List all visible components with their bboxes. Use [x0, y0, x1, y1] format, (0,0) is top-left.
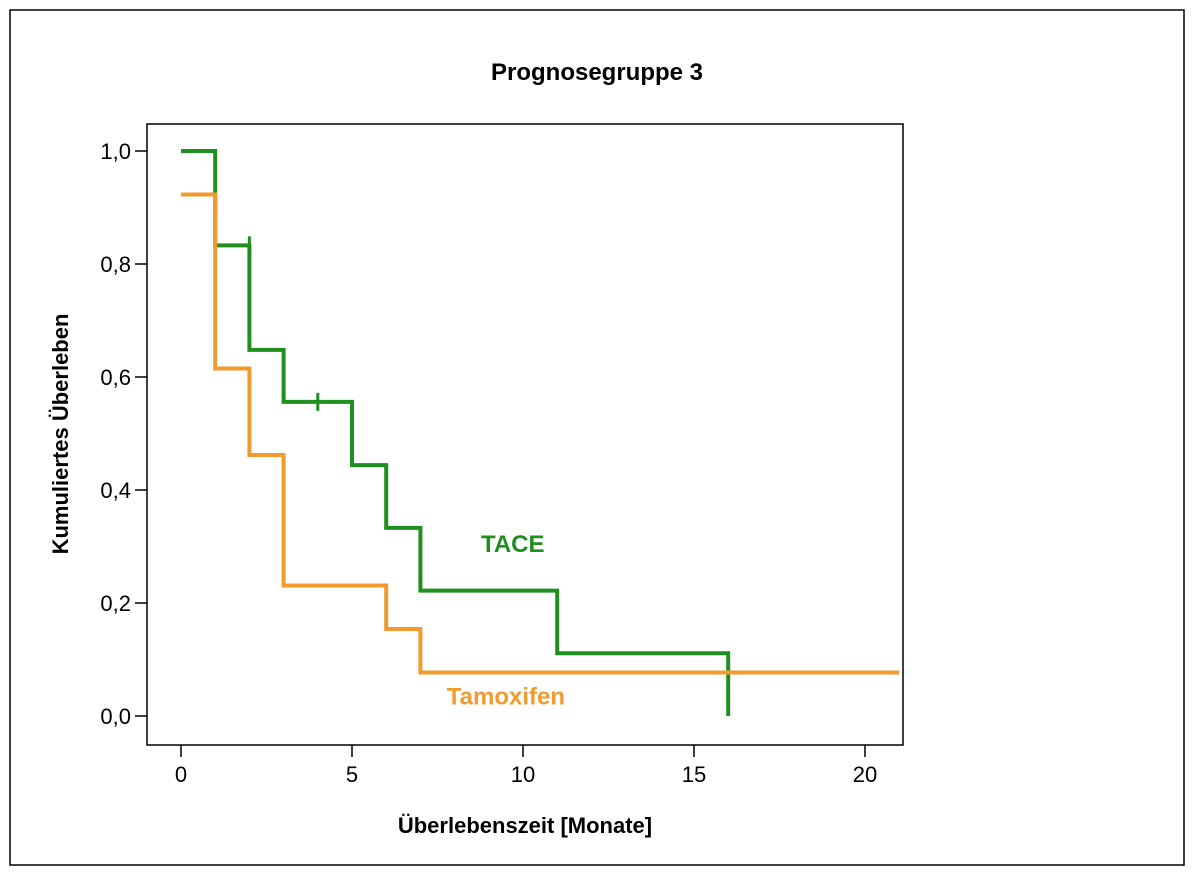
- y-axis: 0,0 0,2 0,4 0,6 0,8 1,0: [100, 139, 147, 729]
- x-tick-label: 15: [682, 762, 706, 787]
- series-line-tace: [181, 149, 731, 716]
- x-axis-label: Überlebenszeit [Monate]: [398, 813, 652, 838]
- series-label-tace: TACE: [481, 531, 545, 558]
- y-tick-label: 0,2: [100, 591, 131, 616]
- series-line-tamoxifen: [181, 192, 900, 675]
- chart-title: Prognosegruppe 3: [491, 59, 703, 86]
- y-tick-label: 0,6: [100, 365, 131, 390]
- series-layer: [181, 149, 900, 716]
- x-axis: 0 5 10 15 20: [175, 745, 877, 787]
- x-tick-label: 20: [853, 762, 877, 787]
- plot-area: [146, 123, 904, 746]
- y-tick-label: 0,8: [100, 252, 131, 277]
- x-tick-label: 0: [175, 762, 187, 787]
- y-tick-label: 1,0: [100, 139, 131, 164]
- annotation-layer: TACE Tamoxifen: [447, 531, 565, 711]
- x-tick-label: 10: [511, 762, 535, 787]
- series-label-tamoxifen: Tamoxifen: [447, 684, 565, 711]
- figure-frame: [9, 9, 1185, 866]
- x-tick-label: 5: [346, 762, 358, 787]
- y-axis-label: Kumuliertes Überleben: [48, 314, 73, 555]
- y-tick-label: 0,0: [100, 704, 131, 729]
- y-tick-label: 0,4: [100, 478, 131, 503]
